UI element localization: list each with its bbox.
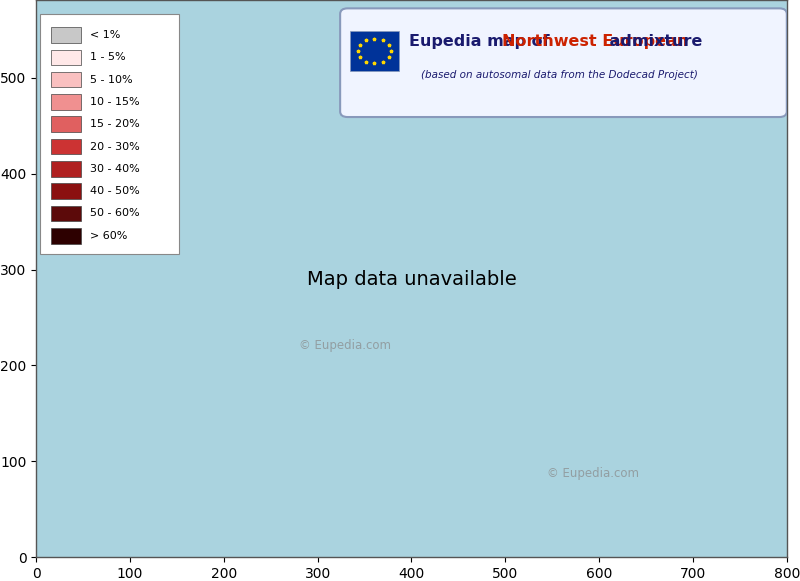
Text: 5 - 10%: 5 - 10%	[90, 75, 133, 85]
Text: 40 - 50%: 40 - 50%	[90, 186, 140, 196]
Text: 50 - 60%: 50 - 60%	[90, 209, 140, 218]
Text: (based on autosomal data from the Dodecad Project): (based on autosomal data from the Dodeca…	[421, 70, 698, 80]
Bar	[51, 184, 81, 199]
Bar	[51, 72, 81, 88]
Text: admixture: admixture	[604, 34, 702, 49]
Bar	[51, 49, 81, 65]
Text: < 1%: < 1%	[90, 30, 121, 40]
Text: 10 - 15%: 10 - 15%	[90, 97, 140, 107]
Text: © Eupedia.com: © Eupedia.com	[299, 339, 391, 352]
Text: Map data unavailable: Map data unavailable	[306, 270, 516, 289]
Bar	[51, 228, 81, 243]
Bar	[51, 206, 81, 221]
Text: 30 - 40%: 30 - 40%	[90, 164, 140, 174]
FancyBboxPatch shape	[40, 14, 178, 253]
Bar	[51, 116, 81, 132]
Bar	[51, 94, 81, 110]
FancyBboxPatch shape	[340, 8, 787, 117]
FancyBboxPatch shape	[350, 31, 398, 71]
Text: 1 - 5%: 1 - 5%	[90, 52, 126, 62]
Text: > 60%: > 60%	[90, 231, 127, 241]
Bar	[51, 139, 81, 155]
Text: 20 - 30%: 20 - 30%	[90, 142, 140, 152]
Bar	[51, 161, 81, 177]
Text: Eupedia map of: Eupedia map of	[410, 34, 555, 49]
Bar	[51, 27, 81, 43]
Text: Northwest European: Northwest European	[502, 34, 688, 49]
Text: © Eupedia.com: © Eupedia.com	[546, 467, 638, 480]
Text: 15 - 20%: 15 - 20%	[90, 119, 140, 130]
